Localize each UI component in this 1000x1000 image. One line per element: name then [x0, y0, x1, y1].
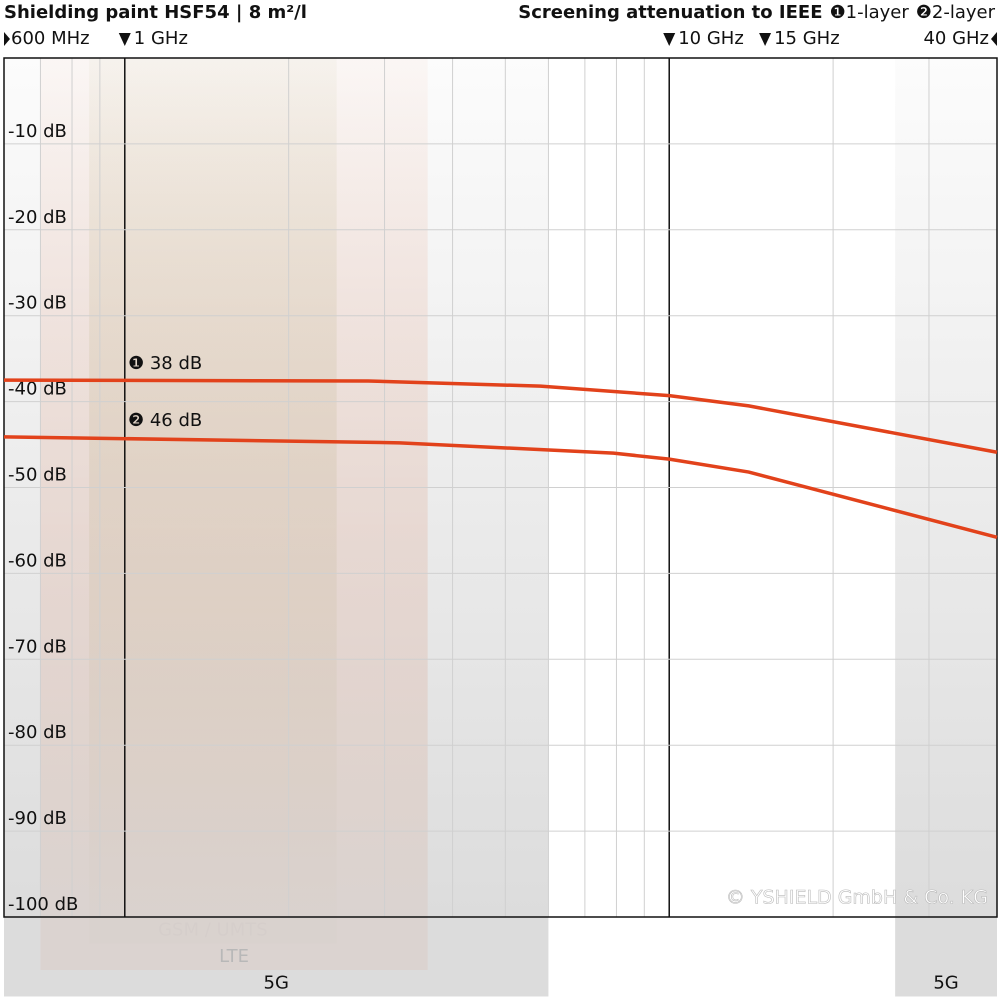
x-tick-label: 10 GHz [678, 28, 744, 49]
band-label: 5G [264, 973, 289, 994]
band-footer [4, 917, 549, 997]
x-tick-label: 40 GHz [923, 28, 989, 49]
x-tick-marker [759, 33, 772, 46]
x-tick-marker [118, 33, 131, 46]
plot-frame [3, 57, 998, 918]
y-tick-label: -30 dB [8, 293, 67, 314]
watermark: © YSHIELD GmbH & Co. KG [726, 887, 988, 909]
x-tick-marker [991, 32, 997, 46]
bands: GSM / UMTSLTE5G5G [4, 58, 997, 997]
band-label: 5G [933, 973, 958, 994]
y-tick-label: -70 dB [8, 636, 67, 657]
x-tick-marker [4, 32, 10, 46]
legend-entry: ❷2-layer [916, 2, 996, 23]
y-tick-label: -50 dB [8, 465, 67, 486]
lines: ❶ 38 dB ❷ 46 dB [3, 353, 998, 540]
x-tick-label: 1 GHz [134, 28, 188, 49]
x-tick-label: 15 GHz [774, 28, 840, 49]
y-tick-label: -10 dB [8, 121, 67, 142]
y-tick-label: -100 dB [8, 894, 78, 915]
y-tick-label: -40 dB [8, 379, 67, 400]
band-footer [895, 917, 997, 997]
series-line [3, 435, 998, 540]
x-tick-marker [663, 33, 676, 46]
y-tick-label: -90 dB [8, 808, 67, 829]
legend-entry: ❶1-layer [830, 2, 910, 23]
subtitle: Screening attenuation to IEEE [518, 2, 822, 23]
grid: -10 dB -20 dB -30 dB -40 dB -50 dB -60 dB -70 … [3, 57, 998, 918]
y-tick-label: -60 dB [8, 550, 67, 571]
series-annotation: ❷ 46 dB [128, 410, 202, 431]
chart-title: Shielding paint HSF54 | 8 m²/l [4, 2, 307, 23]
y-tick-label: -20 dB [8, 207, 67, 228]
series-line [3, 378, 998, 455]
series-annotation: ❶ 38 dB [128, 353, 202, 374]
x-tick-label: 600 MHz [11, 28, 90, 49]
y-tick-label: -80 dB [8, 722, 67, 743]
legend: Screening attenuation to IEEE ❶1-layer ❷2-… [518, 2, 995, 23]
